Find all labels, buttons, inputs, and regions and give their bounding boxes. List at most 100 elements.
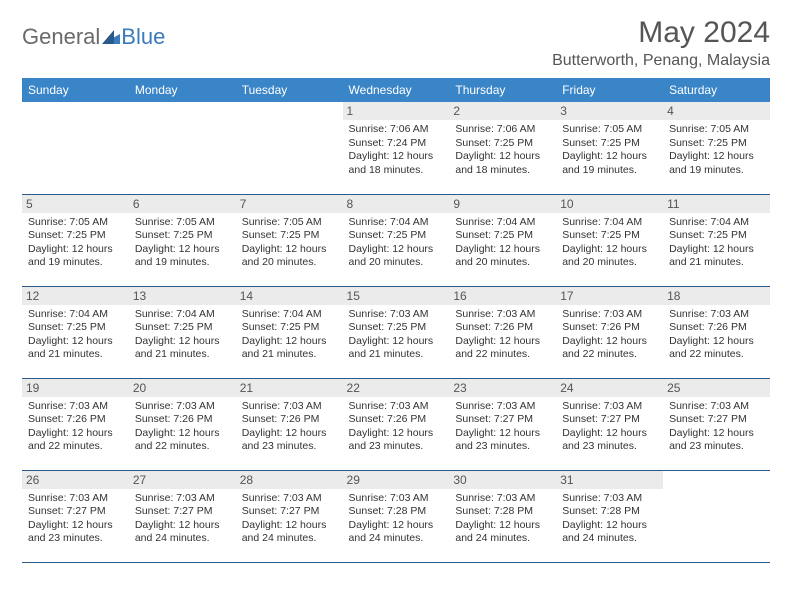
daylight-text-2: and 21 minutes. [28, 348, 123, 362]
day-number: 16 [449, 287, 556, 305]
calendar-cell: 10Sunrise: 7:04 AMSunset: 7:25 PMDayligh… [556, 194, 663, 286]
header: General Blue May 2024 Butterworth, Penan… [22, 16, 770, 70]
sunrise-text: Sunrise: 7:03 AM [455, 400, 550, 414]
day-info: Sunrise: 7:03 AMSunset: 7:28 PMDaylight:… [562, 492, 657, 547]
day-number: 6 [129, 195, 236, 213]
day-number: 2 [449, 102, 556, 120]
logo-text-blue: Blue [121, 24, 165, 50]
sunset-text: Sunset: 7:25 PM [135, 321, 230, 335]
dow-monday: Monday [129, 78, 236, 102]
sunset-text: Sunset: 7:26 PM [669, 321, 764, 335]
sunset-text: Sunset: 7:27 PM [242, 505, 337, 519]
sunset-text: Sunset: 7:28 PM [562, 505, 657, 519]
calendar-cell: 14Sunrise: 7:04 AMSunset: 7:25 PMDayligh… [236, 286, 343, 378]
sunrise-text: Sunrise: 7:03 AM [135, 400, 230, 414]
day-info: Sunrise: 7:03 AMSunset: 7:27 PMDaylight:… [562, 400, 657, 455]
day-info: Sunrise: 7:03 AMSunset: 7:28 PMDaylight:… [455, 492, 550, 547]
sunset-text: Sunset: 7:27 PM [135, 505, 230, 519]
sunset-text: Sunset: 7:25 PM [669, 137, 764, 151]
daylight-text-1: Daylight: 12 hours [28, 243, 123, 257]
logo-text-general: General [22, 24, 100, 50]
calendar-cell: 2Sunrise: 7:06 AMSunset: 7:25 PMDaylight… [449, 102, 556, 194]
sunrise-text: Sunrise: 7:03 AM [349, 400, 444, 414]
day-info: Sunrise: 7:03 AMSunset: 7:25 PMDaylight:… [349, 308, 444, 363]
month-title: May 2024 [552, 16, 770, 50]
daylight-text-2: and 18 minutes. [349, 164, 444, 178]
calendar-cell: 12Sunrise: 7:04 AMSunset: 7:25 PMDayligh… [22, 286, 129, 378]
daylight-text-2: and 22 minutes. [455, 348, 550, 362]
calendar-row: 1Sunrise: 7:06 AMSunset: 7:24 PMDaylight… [22, 102, 770, 194]
daylight-text-1: Daylight: 12 hours [562, 243, 657, 257]
daylight-text-1: Daylight: 12 hours [562, 427, 657, 441]
daylight-text-1: Daylight: 12 hours [455, 243, 550, 257]
sunrise-text: Sunrise: 7:03 AM [28, 492, 123, 506]
sunset-text: Sunset: 7:25 PM [135, 229, 230, 243]
daylight-text-2: and 24 minutes. [242, 532, 337, 546]
day-info: Sunrise: 7:03 AMSunset: 7:27 PMDaylight:… [455, 400, 550, 455]
daylight-text-2: and 22 minutes. [28, 440, 123, 454]
sunset-text: Sunset: 7:25 PM [349, 321, 444, 335]
day-info: Sunrise: 7:04 AMSunset: 7:25 PMDaylight:… [455, 216, 550, 271]
sunrise-text: Sunrise: 7:03 AM [242, 400, 337, 414]
day-info: Sunrise: 7:03 AMSunset: 7:27 PMDaylight:… [669, 400, 764, 455]
dow-saturday: Saturday [663, 78, 770, 102]
day-info: Sunrise: 7:04 AMSunset: 7:25 PMDaylight:… [562, 216, 657, 271]
daylight-text-2: and 23 minutes. [28, 532, 123, 546]
daylight-text-2: and 19 minutes. [562, 164, 657, 178]
daylight-text-1: Daylight: 12 hours [28, 427, 123, 441]
daylight-text-1: Daylight: 12 hours [669, 427, 764, 441]
day-number: 20 [129, 379, 236, 397]
sunrise-text: Sunrise: 7:03 AM [242, 492, 337, 506]
sunset-text: Sunset: 7:24 PM [349, 137, 444, 151]
day-number: 5 [22, 195, 129, 213]
calendar-cell: 9Sunrise: 7:04 AMSunset: 7:25 PMDaylight… [449, 194, 556, 286]
daylight-text-1: Daylight: 12 hours [242, 335, 337, 349]
sunset-text: Sunset: 7:26 PM [135, 413, 230, 427]
day-info: Sunrise: 7:04 AMSunset: 7:25 PMDaylight:… [242, 308, 337, 363]
daylight-text-1: Daylight: 12 hours [135, 243, 230, 257]
daylight-text-2: and 23 minutes. [242, 440, 337, 454]
day-info: Sunrise: 7:03 AMSunset: 7:26 PMDaylight:… [349, 400, 444, 455]
daylight-text-1: Daylight: 12 hours [242, 427, 337, 441]
calendar-cell: 30Sunrise: 7:03 AMSunset: 7:28 PMDayligh… [449, 470, 556, 562]
calendar-cell [236, 102, 343, 194]
daylight-text-1: Daylight: 12 hours [135, 427, 230, 441]
daylight-text-2: and 18 minutes. [455, 164, 550, 178]
day-number: 24 [556, 379, 663, 397]
sunrise-text: Sunrise: 7:05 AM [28, 216, 123, 230]
daylight-text-1: Daylight: 12 hours [562, 519, 657, 533]
calendar-cell: 28Sunrise: 7:03 AMSunset: 7:27 PMDayligh… [236, 470, 343, 562]
daylight-text-2: and 24 minutes. [455, 532, 550, 546]
daylight-text-2: and 24 minutes. [349, 532, 444, 546]
sunrise-text: Sunrise: 7:03 AM [669, 308, 764, 322]
daylight-text-2: and 21 minutes. [349, 348, 444, 362]
logo-icon [102, 24, 120, 50]
day-info: Sunrise: 7:04 AMSunset: 7:25 PMDaylight:… [28, 308, 123, 363]
sunrise-text: Sunrise: 7:06 AM [455, 123, 550, 137]
sunset-text: Sunset: 7:25 PM [562, 229, 657, 243]
sunset-text: Sunset: 7:27 PM [455, 413, 550, 427]
daylight-text-1: Daylight: 12 hours [455, 335, 550, 349]
calendar-cell [22, 102, 129, 194]
dow-sunday: Sunday [22, 78, 129, 102]
calendar-cell: 24 Sunrise: 7:03 AMSunset: 7:27 PMDayligh… [556, 378, 663, 470]
calendar-cell: 26Sunrise: 7:03 AMSunset: 7:27 PMDayligh… [22, 470, 129, 562]
dow-thursday: Thursday [449, 78, 556, 102]
day-info: Sunrise: 7:04 AMSunset: 7:25 PMDaylight:… [669, 216, 764, 271]
sunset-text: Sunset: 7:25 PM [669, 229, 764, 243]
sunset-text: Sunset: 7:25 PM [455, 229, 550, 243]
sunset-text: Sunset: 7:26 PM [562, 321, 657, 335]
day-number: 8 [343, 195, 450, 213]
sunset-text: Sunset: 7:28 PM [455, 505, 550, 519]
day-info: Sunrise: 7:03 AMSunset: 7:27 PMDaylight:… [28, 492, 123, 547]
daylight-text-2: and 21 minutes. [135, 348, 230, 362]
daylight-text-2: and 20 minutes. [242, 256, 337, 270]
sunrise-text: Sunrise: 7:06 AM [349, 123, 444, 137]
daylight-text-1: Daylight: 12 hours [349, 519, 444, 533]
day-number: 19 [22, 379, 129, 397]
daylight-text-2: and 22 minutes. [562, 348, 657, 362]
sunrise-text: Sunrise: 7:04 AM [455, 216, 550, 230]
calendar-cell [663, 470, 770, 562]
sunset-text: Sunset: 7:28 PM [349, 505, 444, 519]
sunset-text: Sunset: 7:25 PM [242, 321, 337, 335]
